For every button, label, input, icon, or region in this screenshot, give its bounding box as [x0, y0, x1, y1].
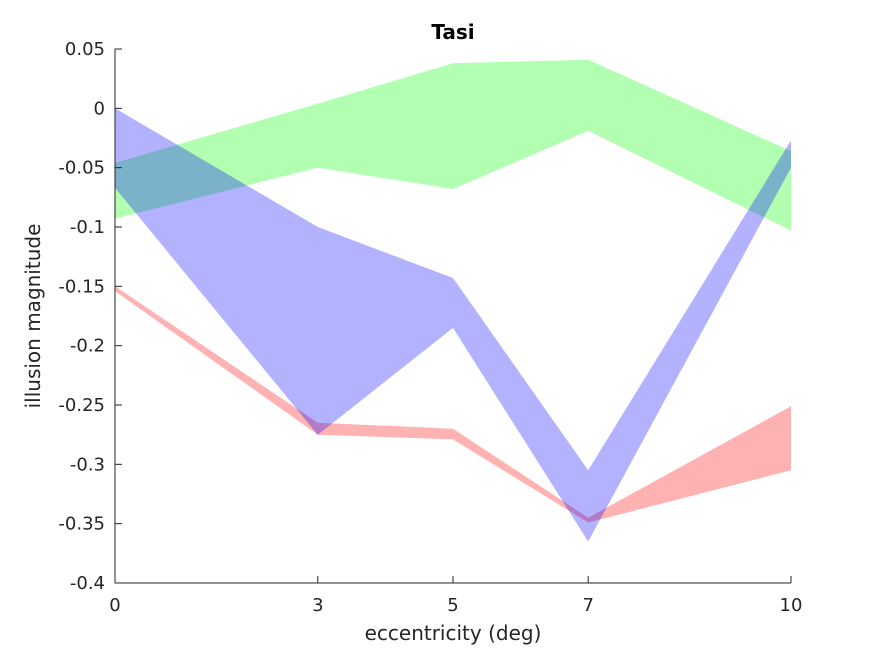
- band-series-3: [115, 108, 791, 542]
- y-tick-label: -0.2: [70, 336, 105, 357]
- bands-layer: [115, 59, 791, 542]
- y-tick-label: 0.05: [65, 39, 105, 60]
- y-tick-label: -0.15: [58, 276, 105, 297]
- x-tick-label: 3: [312, 595, 323, 616]
- y-ticks: 0.05 0 -0.05 -0.1 -0.15 -0.2 -0.25 -0.3 -0.35 -0.…: [58, 39, 122, 594]
- chart-title: Tasi: [431, 20, 474, 44]
- y-tick-label: -0.25: [58, 395, 105, 416]
- y-tick-label: -0.35: [58, 514, 105, 535]
- x-tick-label: 10: [780, 595, 803, 616]
- x-tick-label: 5: [447, 595, 458, 616]
- y-tick-label: -0.3: [70, 454, 105, 475]
- y-axis-label: illusion magnitude: [21, 224, 45, 409]
- x-ticks: 0 3 5 7 10: [109, 576, 802, 616]
- y-tick-label: -0.4: [70, 573, 105, 594]
- x-tick-label: 7: [582, 595, 593, 616]
- y-tick-label: -0.1: [70, 217, 105, 238]
- x-axis-label: eccentricity (deg): [365, 621, 542, 645]
- y-tick-label: 0: [94, 98, 105, 119]
- y-tick-label: -0.05: [58, 158, 105, 179]
- x-tick-label: 0: [109, 595, 120, 616]
- band-series-2: [115, 59, 791, 231]
